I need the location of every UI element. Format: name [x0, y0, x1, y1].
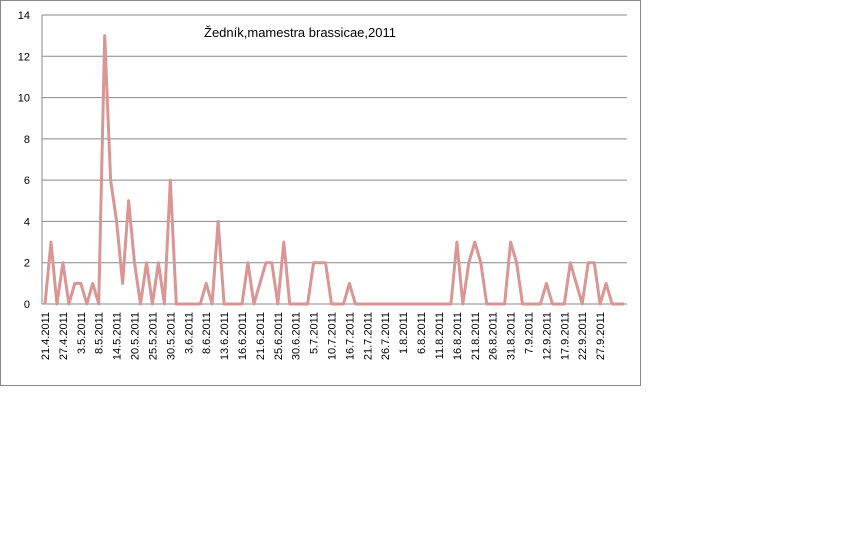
x-tick-label: 16.7.2011 [344, 312, 356, 360]
x-tick-label: 13.6.2011 [219, 312, 231, 360]
chart-title: Žedník,mamestra brassicae,2011 [204, 25, 396, 40]
x-tick-label: 10.7.2011 [327, 312, 339, 360]
x-tick-label: 16.8.2011 [452, 312, 464, 360]
y-tick-label: 14 [18, 10, 30, 22]
x-tick-label: 20.5.2011 [130, 312, 142, 360]
x-tick-label: 25.6.2011 [273, 312, 285, 360]
x-tick-label: 7.9.2011 [524, 312, 536, 354]
x-tick-label: 17.9.2011 [559, 312, 571, 360]
data-line [43, 34, 624, 306]
x-tick-label: 21.8.2011 [470, 312, 482, 360]
x-tick-label: 31.8.2011 [506, 312, 518, 360]
x-tick-label: 1.8.2011 [398, 312, 410, 354]
y-tick-label: 0 [24, 299, 30, 311]
x-tick-label: 3.5.2011 [76, 312, 88, 354]
x-tick-label: 8.6.2011 [201, 312, 213, 354]
x-tick-label: 12.9.2011 [541, 312, 553, 360]
x-tick-label: 16.6.2011 [237, 312, 249, 360]
x-tick-label: 21.6.2011 [255, 312, 267, 360]
x-tick-label: 25.5.2011 [147, 312, 159, 360]
x-tick-label: 14.5.2011 [112, 312, 124, 360]
y-tick-label: 6 [24, 175, 30, 187]
x-tick-label: 8.5.2011 [94, 312, 106, 354]
x-tick-label: 3.6.2011 [183, 312, 195, 354]
x-tick-label: 22.9.2011 [577, 312, 589, 360]
x-tick-label: 26.8.2011 [488, 312, 500, 360]
x-tick-label: 6.8.2011 [416, 312, 428, 354]
x-tick-label: 30.6.2011 [291, 312, 303, 360]
x-tick-label: 11.8.2011 [434, 312, 446, 359]
y-tick-label: 4 [24, 216, 30, 228]
x-tick-label: 30.5.2011 [165, 312, 177, 360]
x-tick-label: 27.4.2011 [58, 312, 70, 360]
x-tick-label: 5.7.2011 [309, 312, 321, 354]
y-tick-label: 12 [18, 51, 30, 63]
x-tick-label: 27.9.2011 [595, 312, 607, 360]
x-tick-label: 21.4.2011 [40, 312, 52, 360]
y-tick-label: 2 [24, 258, 30, 270]
y-tick-label: 10 [18, 93, 30, 105]
x-tick-label: 26.7.2011 [380, 312, 392, 360]
y-tick-label: 8 [24, 134, 30, 146]
x-tick-label: 21.7.2011 [362, 312, 374, 360]
